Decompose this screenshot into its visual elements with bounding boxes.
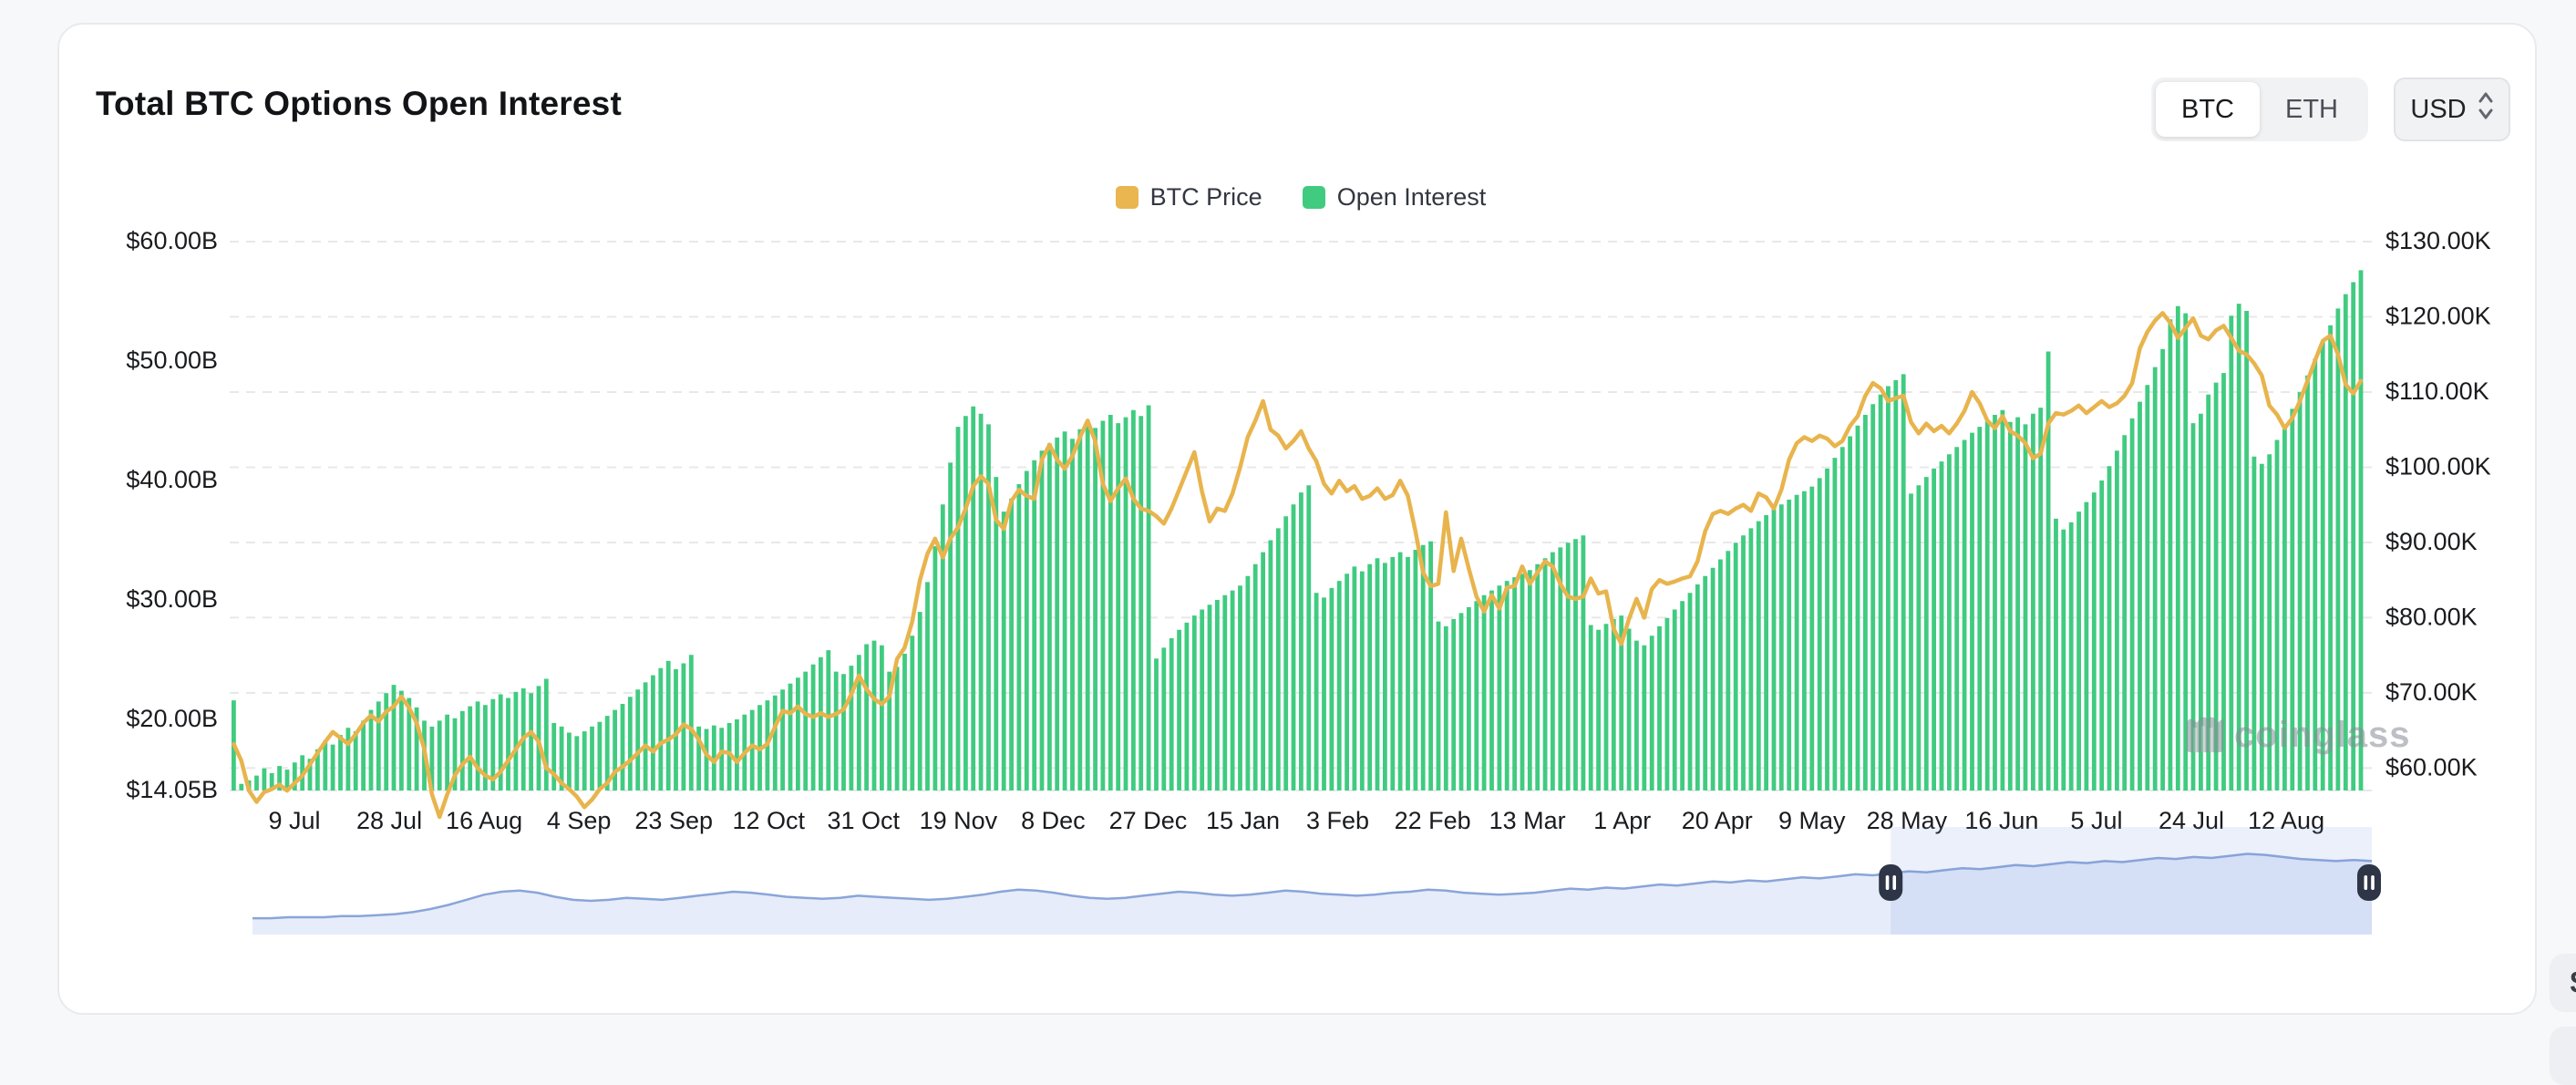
- right-axis-label: $60.00K: [2385, 754, 2478, 781]
- x-axis-label: 3 Feb: [1306, 807, 1369, 834]
- left-axis-label: $30.00B: [126, 585, 218, 613]
- right-axis-label: $100.00K: [2385, 453, 2491, 480]
- right-axis-label: $70.00K: [2385, 678, 2478, 706]
- left-axis-label: $60.00B: [126, 227, 218, 254]
- left-axis-label: $14.05B: [126, 776, 218, 803]
- x-axis-label: 16 Aug: [446, 807, 522, 834]
- x-axis-label: 13 Mar: [1489, 807, 1566, 834]
- chart-svg[interactable]: $60.00B $50.00B $40.00B $30.00B $20.00B $14.0…: [59, 25, 2539, 1017]
- x-axis-label: 9 Jul: [268, 807, 320, 834]
- secondary-fab-button[interactable]: [2550, 1027, 2576, 1085]
- left-axis-label: $20.00B: [126, 705, 218, 732]
- right-axis-label: $130.00K: [2385, 227, 2491, 254]
- open-interest-bars[interactable]: [232, 270, 2363, 790]
- x-axis-label: 8 Dec: [1021, 807, 1086, 834]
- navigator-selection[interactable]: [1891, 827, 2372, 935]
- right-axis-label: $90.00K: [2385, 528, 2478, 555]
- right-axis-label: $110.00K: [2385, 377, 2489, 405]
- currency-fab-button[interactable]: $: [2550, 954, 2576, 1012]
- x-axis-label: 23 Sep: [634, 807, 713, 834]
- x-axis-label: 19 Nov: [920, 807, 998, 834]
- chart-card: Total BTC Options Open Interest BTC ETH …: [57, 23, 2537, 1015]
- x-axis-label: 20 Apr: [1682, 807, 1753, 834]
- left-axis-label: $50.00B: [126, 346, 218, 374]
- x-axis-label: 27 Dec: [1109, 807, 1188, 834]
- x-axis-label: 9 May: [1778, 807, 1846, 834]
- navigator-handle-left[interactable]: [1879, 864, 1902, 901]
- x-axis-label: 22 Feb: [1395, 807, 1471, 834]
- x-axis-label: 4 Sep: [547, 807, 612, 834]
- x-axis-label: 12 Oct: [732, 807, 805, 834]
- left-axis-label: $40.00B: [126, 466, 218, 493]
- x-axis-label: 31 Oct: [828, 807, 901, 834]
- navigator-handle-right[interactable]: [2357, 864, 2381, 901]
- right-axis-label: $120.00K: [2385, 303, 2491, 330]
- x-axis-label: 1 Apr: [1593, 807, 1651, 834]
- page: { "header": { "title": "Total BTC Option…: [0, 0, 2576, 1039]
- right-axis-label: $80.00K: [2385, 604, 2478, 631]
- x-axis-label: 15 Jan: [1206, 807, 1280, 834]
- x-axis-label: 28 Jul: [356, 807, 422, 834]
